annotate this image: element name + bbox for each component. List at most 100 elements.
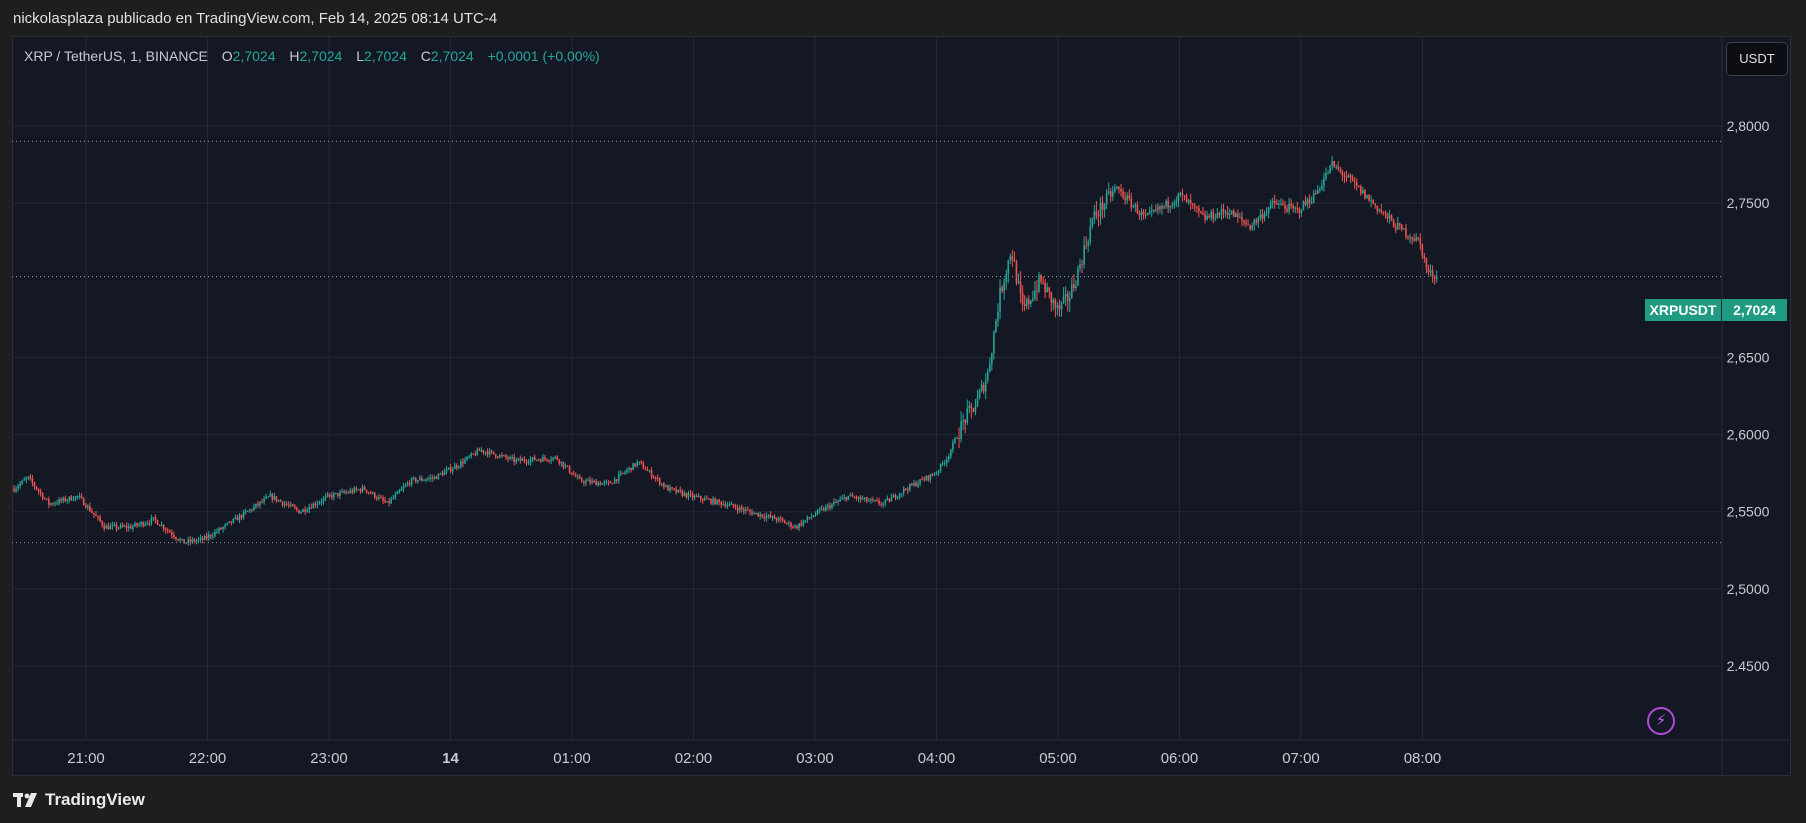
candle-body (152, 517, 155, 519)
candle-body (150, 518, 153, 524)
candle-body (37, 489, 40, 492)
candle-body (1257, 217, 1260, 223)
candle-body (1243, 220, 1245, 223)
candle-body (384, 500, 386, 503)
candle-body (740, 507, 743, 510)
candle-body (1062, 296, 1065, 302)
candle-body (964, 420, 966, 423)
candle-body (798, 523, 800, 529)
candle-body (628, 467, 630, 471)
candle-body (712, 498, 714, 504)
candle-body (1134, 204, 1137, 207)
candle-body (991, 352, 993, 365)
candle-body (113, 524, 116, 526)
candle-body (997, 311, 999, 321)
candle-body (199, 537, 202, 540)
candle-body (66, 500, 69, 502)
candle-body (1171, 205, 1174, 207)
currency-button[interactable]: USDT (1726, 42, 1788, 76)
candle-body (443, 471, 446, 476)
candle-body (802, 521, 805, 526)
candle-body (777, 517, 780, 521)
candle-body (1353, 181, 1356, 183)
candle-body (1314, 193, 1317, 195)
candle-body (775, 518, 778, 521)
candle-body (134, 523, 136, 527)
candle-body (306, 510, 308, 512)
candle-body (187, 539, 190, 543)
candle-body (884, 500, 887, 504)
candle-body (58, 499, 60, 504)
candle-body (1011, 256, 1014, 260)
candle-body (804, 520, 807, 522)
candle-body (1286, 208, 1288, 212)
candle-body (353, 488, 356, 493)
candle-body (392, 497, 395, 499)
candle-body (814, 514, 817, 516)
candle-body (822, 508, 825, 511)
candle-body (1337, 166, 1340, 169)
candle-body (1214, 218, 1217, 220)
candle-body (447, 467, 450, 470)
candle-body (378, 497, 380, 499)
high-value: 2,7024 (299, 48, 343, 64)
candle-body (554, 456, 556, 458)
candle-body (1245, 222, 1247, 225)
candle-body (1374, 203, 1376, 206)
candle-body (1144, 214, 1147, 216)
candle-body (593, 480, 595, 482)
lightning-bolt-icon[interactable]: ⚡ (1647, 707, 1675, 735)
candle-body (1300, 210, 1303, 213)
candle-body (796, 525, 798, 529)
candle-body (677, 489, 679, 493)
footer-brand[interactable]: TradingView (13, 790, 145, 810)
candle-body (765, 516, 768, 519)
candle-body (853, 496, 856, 498)
candle-body (33, 482, 36, 487)
candle-body (1210, 211, 1212, 218)
candle-body (866, 497, 868, 502)
candle-body (917, 483, 919, 486)
candle-body (1095, 211, 1098, 216)
candle-body (1083, 245, 1085, 265)
candle-body (576, 476, 579, 478)
candle-body (484, 451, 487, 453)
candle-body (390, 498, 392, 504)
candle-body (482, 450, 485, 453)
candle-body (1216, 212, 1219, 219)
candle-body (267, 496, 269, 498)
candle-body (728, 504, 731, 506)
candle-body (185, 542, 187, 544)
candle-body (400, 488, 403, 491)
candle-body (1183, 195, 1186, 197)
candle-body (763, 516, 766, 519)
candle-body (1368, 195, 1370, 201)
candle-body (357, 489, 360, 491)
candle-body (1253, 220, 1256, 226)
candle-body (999, 287, 1001, 312)
candle-body (898, 494, 901, 498)
candle-body (1276, 203, 1278, 205)
candle-body (620, 472, 622, 475)
candle-body (1157, 206, 1159, 211)
candle-body (558, 459, 561, 464)
candle-body (56, 503, 58, 505)
candle-body (980, 384, 983, 391)
candle-body (738, 507, 741, 511)
candlestick-chart[interactable]: 2,8000 2,7500 2,6500 2,6000 2,5500 2,5000 2.45… (12, 36, 1791, 776)
candle-body (667, 485, 669, 491)
candle-body (1364, 190, 1366, 199)
candle-body (72, 499, 75, 501)
candle-body (1064, 293, 1067, 297)
candle-body (747, 509, 749, 511)
candle-body (950, 449, 952, 457)
candle-body (548, 460, 550, 462)
candle-body (335, 492, 337, 494)
candle-body (437, 473, 440, 479)
candle-body (1372, 200, 1374, 204)
candle-body (1433, 277, 1436, 279)
candle-body (976, 397, 979, 407)
chart-pane[interactable] (12, 36, 1791, 776)
candle-body (439, 473, 442, 475)
candle-body (962, 420, 964, 422)
